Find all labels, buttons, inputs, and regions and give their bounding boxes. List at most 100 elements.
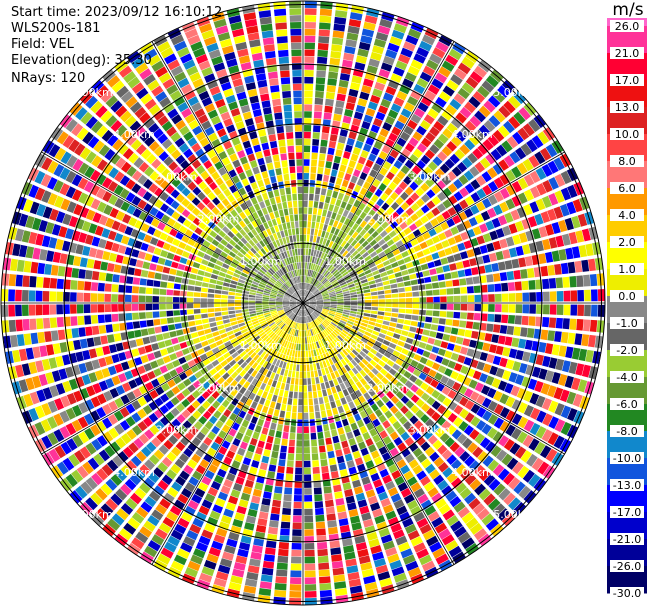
- velocity-bin: [345, 278, 353, 284]
- velocity-bin: [305, 323, 308, 330]
- velocity-bin: [410, 505, 422, 517]
- velocity-bin: [469, 429, 480, 440]
- velocity-bin: [420, 499, 433, 510]
- velocity-bin: [211, 390, 220, 400]
- velocity-bin: [381, 144, 392, 154]
- velocity-bin: [303, 371, 307, 379]
- velocity-bin: [75, 351, 84, 362]
- velocity-bin: [505, 236, 515, 247]
- velocity-bin: [310, 249, 315, 256]
- velocity-bin: [252, 166, 260, 175]
- velocity-bin: [56, 317, 64, 328]
- velocity-bin: [439, 288, 447, 295]
- velocity-bin: [414, 265, 422, 273]
- velocity-bin: [137, 346, 147, 355]
- velocity-bin: [354, 346, 362, 353]
- velocity-bin: [425, 283, 433, 290]
- velocity-bin: [486, 242, 495, 253]
- velocity-bin: [571, 377, 581, 391]
- velocity-bin: [456, 161, 468, 173]
- velocity-bin: [184, 353, 193, 362]
- velocity-bin: [399, 264, 407, 271]
- velocity-bin: [353, 413, 362, 422]
- velocity-bin: [303, 303, 305, 310]
- velocity-bin: [209, 86, 221, 96]
- velocity-bin: [195, 541, 209, 552]
- velocity-bin: [326, 316, 333, 322]
- velocity-bin: [221, 303, 228, 307]
- velocity-bin: [290, 286, 295, 293]
- velocity-bin: [384, 138, 395, 148]
- velocity-bin: [486, 274, 494, 283]
- velocity-bin: [62, 240, 71, 252]
- velocity-bin: [177, 77, 190, 89]
- velocity-bin: [89, 410, 101, 422]
- velocity-bin: [280, 382, 286, 390]
- velocity-bin: [271, 266, 277, 273]
- velocity-bin: [142, 261, 151, 270]
- velocity-bin: [318, 325, 323, 332]
- velocity-bin: [231, 175, 240, 184]
- velocity-bin: [334, 355, 340, 362]
- velocity-bin: [143, 545, 158, 558]
- velocity-bin: [321, 368, 326, 376]
- velocity-bin: [198, 221, 207, 230]
- velocity-bin: [435, 498, 447, 510]
- velocity-bin: [313, 235, 317, 243]
- velocity-bin: [275, 328, 282, 335]
- velocity-bin: [444, 229, 453, 238]
- velocity-bin: [319, 339, 325, 347]
- velocity-bin: [214, 307, 222, 312]
- velocity-bin: [380, 255, 388, 263]
- velocity-bin: [65, 118, 78, 133]
- velocity-bin: [347, 211, 354, 220]
- velocity-bin: [342, 288, 349, 293]
- velocity-bin: [280, 445, 288, 453]
- velocity-bin: [218, 343, 226, 351]
- velocity-bin: [337, 305, 344, 308]
- velocity-bin: [228, 295, 235, 299]
- velocity-bin: [290, 356, 295, 364]
- velocity-bin: [140, 242, 149, 252]
- velocity-bin: [427, 161, 438, 172]
- velocity-bin: [263, 449, 271, 457]
- velocity-bin: [197, 385, 206, 394]
- velocity-bin: [204, 328, 212, 335]
- velocity-bin: [250, 342, 257, 349]
- velocity-bin: [283, 274, 288, 281]
- velocity-bin: [417, 321, 425, 328]
- velocity-bin: [226, 330, 234, 336]
- velocity-bin: [316, 362, 321, 370]
- velocity-bin: [91, 155, 103, 168]
- velocity-bin: [166, 282, 175, 289]
- velocity-bin: [244, 266, 251, 272]
- velocity-bin: [269, 267, 276, 274]
- velocity-bin: [76, 304, 84, 314]
- velocity-bin: [420, 182, 430, 193]
- velocity-bin: [330, 401, 337, 409]
- velocity-bin: [493, 390, 503, 402]
- velocity-bin: [244, 334, 251, 340]
- velocity-bin: [127, 517, 141, 530]
- velocity-bin: [100, 261, 109, 271]
- velocity-bin: [124, 478, 137, 491]
- velocity-bin: [223, 247, 231, 254]
- velocity-bin: [65, 170, 77, 184]
- velocity-bin: [322, 345, 328, 353]
- velocity-bin: [413, 511, 426, 523]
- velocity-bin: [143, 117, 156, 129]
- velocity-bin: [266, 338, 273, 346]
- velocity-bin: [283, 258, 289, 266]
- velocity-bin: [201, 400, 211, 410]
- velocity-bin: [45, 372, 55, 385]
- velocity-bin: [470, 403, 481, 414]
- velocity-bin: [194, 342, 203, 350]
- velocity-bin: [56, 461, 69, 475]
- velocity-bin: [517, 127, 530, 141]
- velocity-bin: [167, 275, 176, 282]
- velocity-bin: [433, 296, 440, 303]
- velocity-bin: [346, 344, 354, 351]
- velocity-bin: [364, 15, 378, 25]
- velocity-bin: [304, 22, 316, 29]
- velocity-bin: [225, 355, 234, 363]
